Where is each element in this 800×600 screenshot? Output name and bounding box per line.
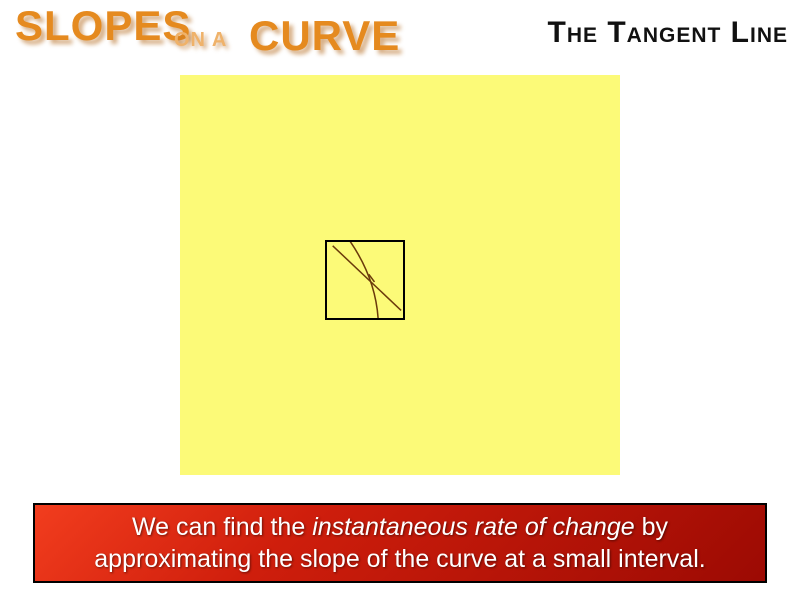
caption-line-2: approximating the slope of the curve at …	[45, 543, 755, 576]
logo-title: Slopes Slopes on a on a Curve Curve	[15, 0, 435, 65]
caption-box: We can find the instantaneous rate of ch…	[33, 503, 767, 583]
slide: Slopes Slopes on a on a Curve Curve The …	[0, 0, 800, 600]
title-slopes: Slopes	[15, 2, 191, 50]
caption-l1-post: by	[635, 513, 668, 541]
zoom-plot	[327, 242, 403, 318]
page-title: The Tangent Line	[548, 16, 789, 50]
tangent-line	[333, 246, 401, 311]
caption-l1-pre: We can find the	[132, 513, 312, 541]
title-curve: Curve	[249, 12, 400, 60]
zoom-box	[325, 240, 405, 320]
caption-line-1: We can find the instantaneous rate of ch…	[45, 511, 755, 544]
caption-l1-em: instantaneous rate of change	[312, 513, 634, 541]
title-ona: on a	[174, 29, 227, 52]
